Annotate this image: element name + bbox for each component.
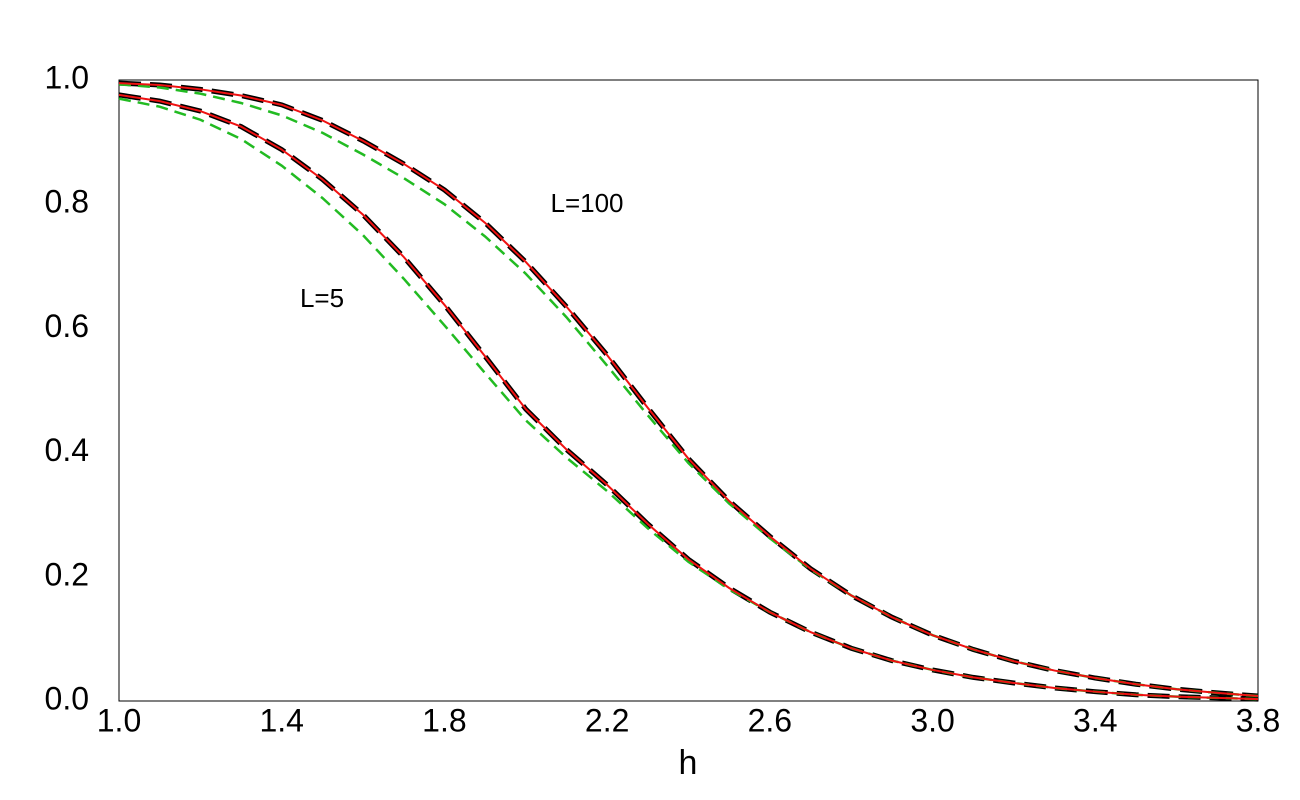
y-tick-label: 0.2: [45, 556, 89, 592]
x-tick-label: 1.4: [259, 702, 303, 738]
y-tick-label: 0.8: [45, 184, 89, 220]
x-tick-label: 3.4: [1073, 702, 1117, 738]
y-tick-label: 0.4: [45, 432, 89, 468]
line: [118, 93, 1259, 701]
line: [118, 92, 1259, 702]
x-tick-label: 1.0: [97, 702, 141, 738]
y-tick-label: 1.0: [45, 59, 89, 95]
x-tick-label: 3.0: [910, 702, 954, 738]
line: [118, 97, 1259, 701]
x-tick-label: 2.2: [585, 702, 629, 738]
annotation: L=100: [550, 188, 623, 218]
annotation: L=5: [300, 283, 344, 313]
x-tick-label: 2.6: [748, 702, 792, 738]
x-axis-label: h: [679, 744, 698, 782]
y-tick-label: 0.6: [45, 308, 89, 344]
line: [118, 80, 1259, 699]
x-tick-label: 3.8: [1236, 702, 1280, 738]
line: [118, 82, 1259, 698]
x-tick-label: 1.8: [422, 702, 466, 738]
plot-frame: [118, 79, 1259, 702]
line: [118, 83, 1259, 698]
y-tick-label: 0.0: [45, 680, 89, 716]
